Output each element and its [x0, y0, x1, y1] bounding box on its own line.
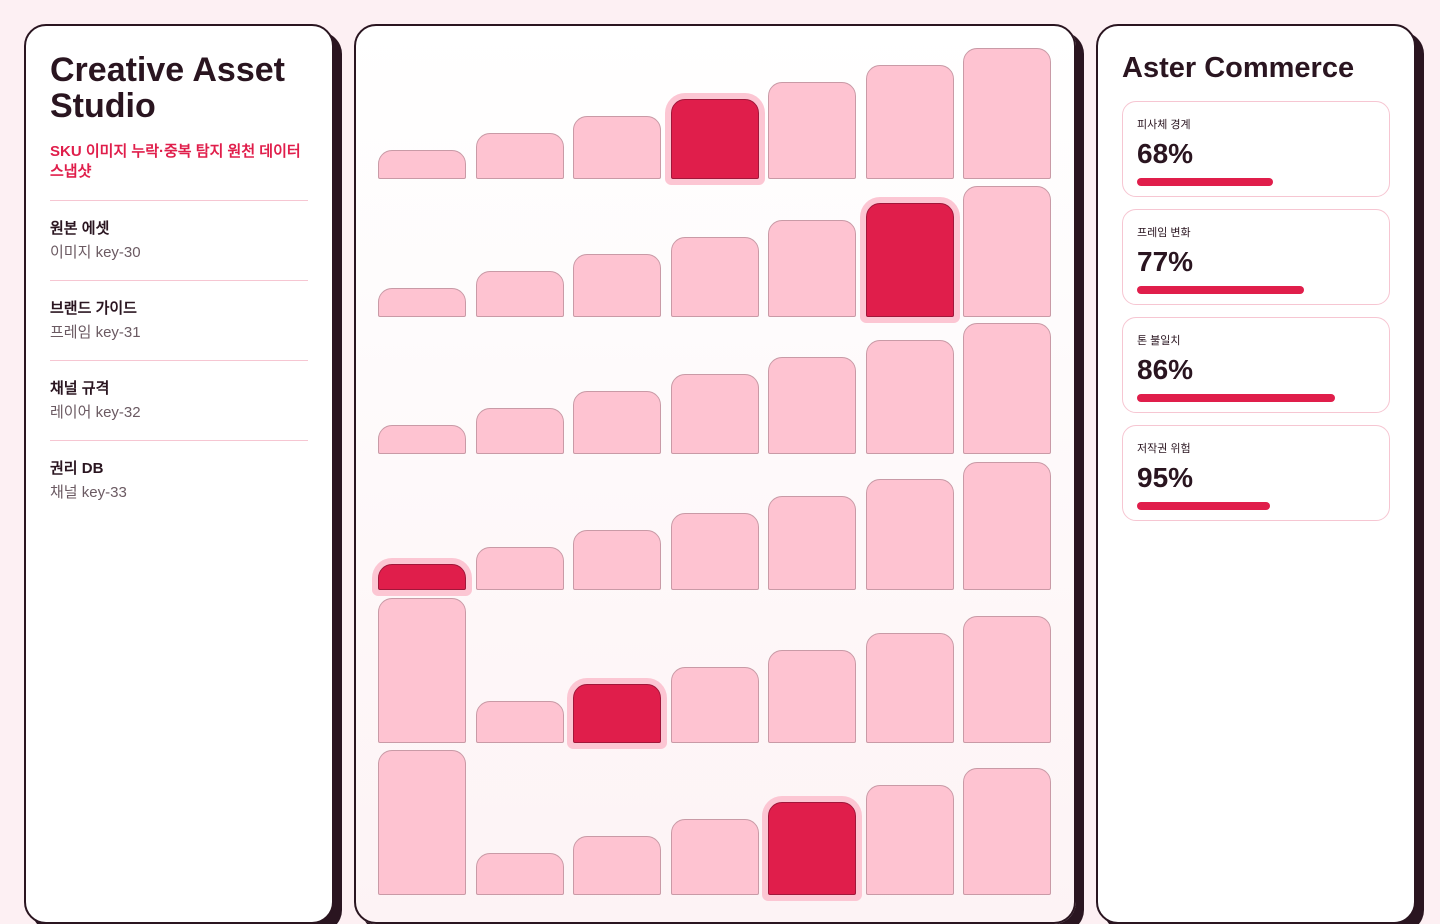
- tile: [573, 530, 661, 590]
- item-label: 권리 DB: [50, 460, 104, 477]
- tile: [573, 116, 661, 179]
- tile: [768, 220, 856, 317]
- metric-value: 77%: [1137, 246, 1194, 277]
- tile: [670, 237, 759, 317]
- page: Creative Asset Studio SKU 이미지 누락·중복 탐지 원…: [24, 24, 1416, 924]
- tile: [378, 750, 466, 895]
- tile: [865, 203, 954, 317]
- tile: [670, 667, 759, 743]
- tile-grid: [354, 24, 1076, 924]
- tile: [378, 150, 466, 179]
- tile: [378, 425, 466, 454]
- tile: [573, 684, 661, 743]
- metric-bar: [1137, 394, 1335, 402]
- item-list: 원본 에셋 이미지 key-30 브랜드 가이드 프레임 key-31 채널 규격 레이어…: [50, 200, 308, 520]
- tile: [475, 408, 564, 454]
- tile: [963, 462, 1051, 590]
- tile: [573, 836, 661, 895]
- metric-label: 프레임 변화: [1137, 227, 1191, 239]
- metric-value: 95%: [1137, 462, 1194, 493]
- tile: [865, 633, 954, 743]
- tile: [670, 374, 759, 454]
- metric-bar: [1137, 286, 1304, 294]
- metric-label: 피사체 경계: [1137, 119, 1191, 131]
- tile: [475, 853, 564, 895]
- tile: [768, 802, 856, 895]
- metrics-panel: Aster Commerce 피사체 경계 68% 프레임 변화 77% 톤 불일치 86…: [1096, 24, 1416, 924]
- tile: [963, 48, 1051, 179]
- metric-card: 프레임 변화 77%: [1122, 209, 1390, 305]
- metric-card: 저작권 위험 95%: [1122, 425, 1390, 521]
- tile: [768, 496, 856, 590]
- subtitle: SKU 이미지 누락·중복 탐지 원천 데이터 스냅샷: [50, 143, 301, 180]
- tile: [963, 616, 1051, 743]
- metric-value: 86%: [1137, 354, 1194, 385]
- tile: [768, 650, 856, 743]
- tile: [475, 271, 564, 317]
- tile: [865, 479, 954, 590]
- sidebar: Creative Asset Studio SKU 이미지 누락·중복 탐지 원…: [24, 24, 334, 924]
- tile: [768, 357, 856, 454]
- tile: [670, 819, 759, 895]
- item-detail: 채널 key-33: [50, 484, 127, 501]
- metric-label: 톤 불일치: [1137, 335, 1181, 347]
- tile: [865, 65, 954, 179]
- metric-bar: [1137, 502, 1270, 510]
- tile: [963, 768, 1051, 895]
- metric-card: 피사체 경계 68%: [1122, 101, 1390, 197]
- metric-card: 톤 불일치 86%: [1122, 317, 1390, 413]
- tile: [475, 133, 564, 179]
- tile: [475, 547, 564, 590]
- tile: [865, 785, 954, 895]
- metric-bar: [1137, 178, 1273, 186]
- tile: [378, 598, 466, 743]
- tile: [963, 186, 1051, 317]
- item-label: 원본 에셋: [50, 220, 110, 237]
- tile: [865, 340, 954, 454]
- tile: [963, 323, 1051, 454]
- tile: [670, 513, 759, 590]
- title: Creative Asset Studio: [50, 51, 285, 125]
- item-detail: 레이어 key-32: [50, 404, 141, 421]
- tile: [475, 701, 564, 743]
- tile: [573, 391, 661, 454]
- panel-title: Aster Commerce: [1122, 52, 1355, 84]
- item-label: 브랜드 가이드: [50, 300, 137, 317]
- tile: [573, 254, 661, 317]
- tile: [768, 82, 856, 179]
- metric-list: 피사체 경계 68% 프레임 변화 77% 톤 불일치 86% 저작권 위험 95%: [1122, 101, 1390, 521]
- item: 권리 DB 채널 key-33: [50, 440, 308, 520]
- item-label: 채널 규격: [50, 380, 110, 397]
- tile: [378, 288, 466, 317]
- tile: [378, 564, 466, 590]
- metric-label: 저작권 위험: [1137, 443, 1191, 455]
- metric-value: 68%: [1137, 138, 1194, 169]
- tile: [670, 99, 759, 179]
- item-detail: 프레임 key-31: [50, 324, 141, 341]
- item-detail: 이미지 key-30: [50, 244, 141, 261]
